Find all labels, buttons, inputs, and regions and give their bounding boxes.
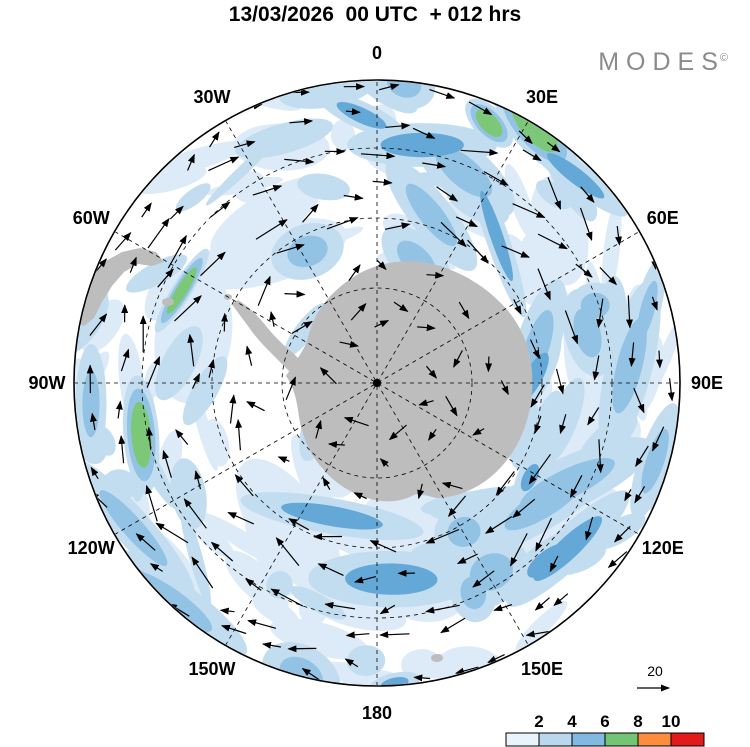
colorbar-label: 8 [633, 712, 642, 731]
lon-label-30W: 30W [193, 87, 230, 107]
colorbar-segment [604, 732, 639, 747]
lon-label-150E: 150E [521, 659, 563, 679]
colorbar-segment [637, 732, 672, 747]
map-boundary [73, 79, 681, 687]
lon-label-90E: 90E [691, 373, 723, 393]
colorbar-label: 6 [600, 712, 609, 731]
colorbar-label: 10 [662, 712, 681, 731]
graticule-layer [75, 81, 679, 685]
lon-label-60E: 60E [647, 208, 679, 228]
land-layer [75, 248, 573, 662]
reference-vector: 20 [637, 663, 670, 692]
lon-label-150W: 150W [188, 659, 235, 679]
colorbar-label: 2 [534, 712, 543, 731]
lon-label-90W: 90W [28, 373, 65, 393]
lon-label-0: 0 [372, 43, 382, 63]
island [162, 298, 174, 306]
wind-vectors-layer [86, 83, 675, 683]
island [431, 654, 443, 662]
antarctic-peninsula [232, 300, 310, 382]
copyright-mark: © [719, 51, 728, 64]
antarctica-landmass [286, 261, 533, 502]
lon-label-30E: 30E [526, 87, 558, 107]
lon-label-120W: 120W [68, 538, 115, 558]
chart-title: 13/03/2026 00 UTC + 012 hrs [228, 3, 522, 26]
pole-dot [373, 379, 381, 387]
map-interior [75, 81, 679, 685]
lon-labels: 0 30E 60E 90E 120E 150E 180 150W 120W 90W 60W 30W [28, 43, 723, 723]
colorbar: 2 4 6 8 10 [505, 712, 705, 747]
colorbar-segment [571, 732, 606, 747]
modes-logo-text: MODES [598, 48, 725, 76]
colorbar-segment [505, 732, 540, 747]
lon-label-180: 180 [362, 703, 392, 723]
reference-vector-value: 20 [647, 663, 663, 679]
south-america-tip [75, 248, 164, 326]
modes-logo: MODES© [598, 48, 728, 77]
lon-label-120E: 120E [642, 538, 684, 558]
colorbar-label: 4 [567, 712, 577, 731]
colorbar-segment [670, 732, 705, 747]
shading-layer [75, 81, 679, 685]
lon-label-60W: 60W [73, 208, 110, 228]
colorbar-segment [538, 732, 573, 747]
